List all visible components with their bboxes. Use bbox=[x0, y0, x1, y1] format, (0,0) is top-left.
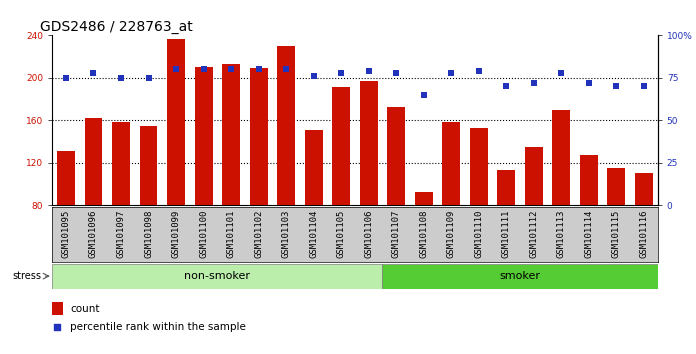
Bar bbox=[57, 151, 75, 205]
Point bbox=[390, 70, 402, 76]
Text: smoker: smoker bbox=[500, 271, 541, 281]
Text: GSM101112: GSM101112 bbox=[530, 210, 539, 258]
Bar bbox=[498, 170, 515, 205]
Point bbox=[473, 68, 484, 74]
Text: percentile rank within the sample: percentile rank within the sample bbox=[70, 322, 246, 332]
Text: GSM101107: GSM101107 bbox=[392, 210, 401, 258]
Bar bbox=[52, 302, 63, 315]
Point bbox=[143, 75, 154, 81]
Text: GSM101105: GSM101105 bbox=[337, 210, 346, 258]
Text: GSM101110: GSM101110 bbox=[474, 210, 483, 258]
Bar bbox=[305, 130, 323, 205]
Bar bbox=[635, 173, 653, 205]
Point bbox=[61, 75, 72, 81]
Text: count: count bbox=[70, 304, 100, 314]
Text: GSM101096: GSM101096 bbox=[89, 210, 98, 258]
Bar bbox=[415, 192, 433, 205]
Text: GSM101099: GSM101099 bbox=[171, 210, 180, 258]
Point bbox=[418, 92, 429, 98]
Bar bbox=[443, 122, 460, 205]
Bar bbox=[580, 155, 598, 205]
Text: GSM101101: GSM101101 bbox=[227, 210, 236, 258]
Point bbox=[556, 70, 567, 76]
Text: GSM101108: GSM101108 bbox=[419, 210, 428, 258]
Point bbox=[226, 67, 237, 72]
Text: GSM101114: GSM101114 bbox=[585, 210, 594, 258]
Bar bbox=[332, 87, 350, 205]
Bar bbox=[383, 264, 658, 289]
Point bbox=[198, 67, 209, 72]
Point bbox=[500, 84, 512, 89]
Text: GSM101095: GSM101095 bbox=[61, 210, 70, 258]
Bar bbox=[277, 46, 295, 205]
Text: non-smoker: non-smoker bbox=[184, 271, 251, 281]
Text: stress: stress bbox=[13, 271, 41, 281]
Text: GSM101111: GSM101111 bbox=[502, 210, 511, 258]
Text: GSM101100: GSM101100 bbox=[199, 210, 208, 258]
Text: GSM101113: GSM101113 bbox=[557, 210, 566, 258]
Text: GSM101103: GSM101103 bbox=[282, 210, 291, 258]
Text: GDS2486 / 228763_at: GDS2486 / 228763_at bbox=[40, 21, 193, 34]
Bar bbox=[387, 107, 405, 205]
Text: GSM101097: GSM101097 bbox=[116, 210, 125, 258]
Bar bbox=[470, 128, 488, 205]
Point bbox=[638, 84, 649, 89]
Text: GSM101106: GSM101106 bbox=[364, 210, 373, 258]
Bar bbox=[250, 68, 267, 205]
Point bbox=[88, 70, 99, 76]
Point bbox=[171, 67, 182, 72]
Point bbox=[583, 80, 594, 86]
Bar bbox=[112, 122, 130, 205]
Point bbox=[445, 70, 457, 76]
Bar bbox=[84, 118, 102, 205]
Point bbox=[116, 75, 127, 81]
Bar bbox=[608, 168, 626, 205]
Text: GSM101109: GSM101109 bbox=[447, 210, 456, 258]
Point bbox=[253, 67, 264, 72]
Point bbox=[363, 68, 374, 74]
Text: GSM101116: GSM101116 bbox=[640, 210, 649, 258]
Bar bbox=[140, 126, 157, 205]
Bar bbox=[553, 110, 570, 205]
Point bbox=[52, 324, 63, 330]
Bar bbox=[360, 81, 378, 205]
Text: GSM101098: GSM101098 bbox=[144, 210, 153, 258]
Bar bbox=[525, 147, 543, 205]
Point bbox=[611, 84, 622, 89]
Bar bbox=[195, 67, 212, 205]
Bar bbox=[222, 64, 240, 205]
Point bbox=[528, 80, 539, 86]
Text: GSM101115: GSM101115 bbox=[612, 210, 621, 258]
Point bbox=[308, 73, 319, 79]
Text: GSM101102: GSM101102 bbox=[254, 210, 263, 258]
Point bbox=[335, 70, 347, 76]
Bar bbox=[167, 39, 185, 205]
Point bbox=[280, 67, 292, 72]
Text: GSM101104: GSM101104 bbox=[309, 210, 318, 258]
Bar bbox=[52, 264, 383, 289]
